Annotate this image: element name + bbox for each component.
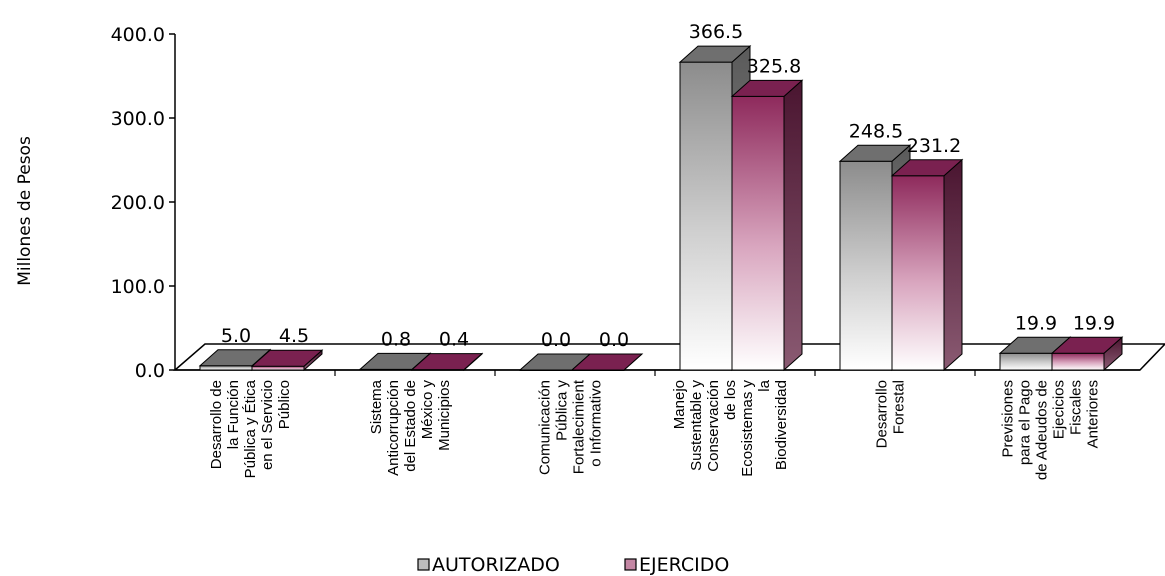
y-tick-label: 300.0 [111, 108, 165, 130]
data-label: 366.5 [689, 21, 743, 43]
bar-front [891, 175, 945, 371]
category-label-line: Fiscales [1068, 380, 1085, 435]
category-label-line: Forestal [891, 380, 908, 434]
bar-ejercido-0 [250, 349, 324, 372]
bar-top [410, 353, 484, 371]
category-label-line: Pública y [554, 380, 571, 441]
category-label-line: Conservación [705, 380, 722, 472]
bars [198, 45, 1124, 372]
bar-front [679, 61, 733, 371]
data-label: 19.9 [1015, 312, 1057, 334]
bar-front [251, 365, 305, 371]
legend-swatch-ejercido [624, 558, 637, 571]
axes: 0.0 100.0 200.0 300.0 400.0 [111, 24, 176, 382]
category-label-line: Anticorrupción [385, 380, 402, 476]
legend-swatch-autorizado [417, 558, 430, 571]
bar-ejercido-3 [730, 79, 804, 372]
category-label-line: Manejo [671, 380, 688, 429]
category-label-line: Público [276, 380, 293, 429]
bar-ejercido-2 [570, 353, 644, 371]
category-label-line: Sistema [368, 379, 385, 434]
category-label-line: Biodiversidad [773, 380, 790, 470]
bar-front [999, 352, 1053, 371]
data-label: 0.0 [541, 329, 571, 351]
category-label-line: Ecosistemas y [739, 380, 756, 477]
bar-front [1051, 352, 1105, 371]
category-label-line: o Informativo [588, 380, 605, 467]
bar-side [783, 79, 803, 372]
category-label-line: Anteriores [1085, 380, 1102, 448]
data-label: 0.0 [599, 329, 629, 351]
data-label: 5.0 [221, 325, 251, 347]
y-tick-label: 0.0 [135, 360, 165, 382]
category-label-line: la [756, 379, 773, 391]
bar-top [838, 144, 912, 162]
category-labels: Desarrollo de la Función Pública y Ética en… [208, 379, 1102, 480]
bar-front [839, 160, 893, 371]
y-tick-label: 400.0 [111, 24, 165, 46]
data-label: 0.8 [381, 328, 411, 350]
category-label-line: Pública y Ética [242, 379, 259, 478]
category-label-line: Ejecicios [1051, 380, 1068, 439]
data-label: 4.5 [279, 325, 309, 347]
category-label-line: Municipios [436, 380, 453, 451]
category-label-line: Previsiones [1000, 380, 1017, 458]
bar-top [570, 353, 644, 371]
category-label-line: en el Servicio [259, 380, 276, 470]
category-label-line: para el Pago [1017, 380, 1034, 465]
category-label-line: Comunicación [537, 380, 554, 475]
bar-top [250, 349, 324, 367]
bar-ejercido-4 [890, 158, 964, 372]
bar-top [1050, 336, 1124, 354]
category-label-line: Desarrollo de [208, 380, 225, 469]
category-label-line: de los [722, 380, 739, 420]
bar-top [890, 159, 964, 177]
bar-top [730, 79, 804, 97]
legend-label-autorizado: AUTORIZADO [432, 554, 560, 576]
data-label: 19.9 [1073, 312, 1115, 334]
bar-top [678, 45, 752, 63]
bar-side [943, 158, 963, 372]
y-axis-label: Millones de Pesos [15, 136, 35, 286]
data-label: 325.8 [747, 55, 801, 77]
category-label-line: de Adeudos de [1034, 380, 1051, 480]
category-label-line: la Función [225, 380, 242, 449]
category-label-line: Desarrollo [874, 380, 891, 448]
category-label-line: México y [419, 380, 436, 440]
data-label: 0.4 [439, 329, 469, 351]
category-label-line: Sustentable y [688, 380, 705, 471]
data-label: 231.2 [907, 135, 961, 157]
y-tick-label: 100.0 [111, 276, 165, 298]
category-label-line: del Estado de [402, 380, 419, 472]
bar-ejercido-5 [1050, 336, 1124, 372]
legend-label-ejercido: EJERCIDO [639, 554, 729, 576]
bar-front [731, 95, 785, 371]
category-label-line: Fortalecimient [571, 379, 588, 474]
legend: AUTORIZADO EJERCIDO [417, 554, 729, 576]
data-label: 248.5 [849, 120, 903, 142]
y-tick-label: 200.0 [111, 192, 165, 214]
bar-front [199, 365, 253, 371]
bar-ejercido-1 [410, 352, 484, 372]
